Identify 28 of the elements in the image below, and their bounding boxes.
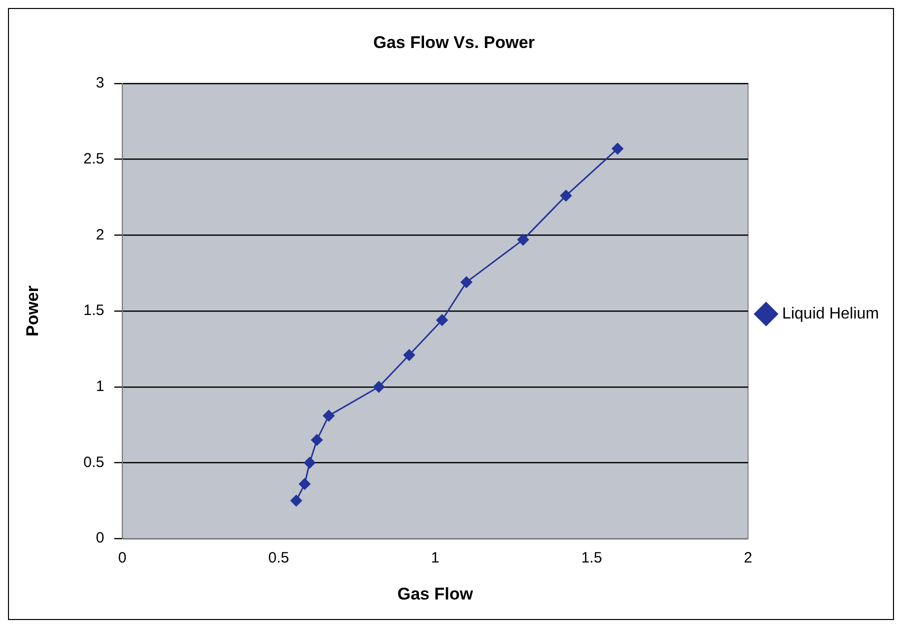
point [612,142,624,154]
y-tick-label: 3 [96,74,104,92]
x-tick-label: 0.5 [268,550,290,567]
y-tick-label: 2.5 [83,150,104,168]
y-tick-label: 1 [96,378,104,396]
y-tick-label: 0 [96,530,104,547]
y-tick-label: 1.5 [83,302,104,320]
point [560,190,572,202]
point [517,234,529,246]
point [436,314,448,326]
point [298,478,310,490]
x-tick-label: 2 [744,550,752,567]
chart-title: Gas Flow Vs. Power [373,32,536,52]
point [403,349,415,361]
point [311,434,323,446]
x-axis-title: Gas Flow [397,584,474,604]
point [323,410,335,422]
x-tick-label: 0 [118,550,126,567]
y-tick-label: 2 [96,226,104,244]
point [304,456,316,468]
legend-label: Liquid Helium [782,305,879,322]
y-tick-label: 0.5 [83,454,104,471]
point [290,494,302,506]
y-axis-title: Power [22,285,42,337]
point [373,381,385,393]
x-tick-label: 1.5 [581,550,602,567]
point [460,276,472,288]
x-tick-label: 1 [430,550,440,567]
